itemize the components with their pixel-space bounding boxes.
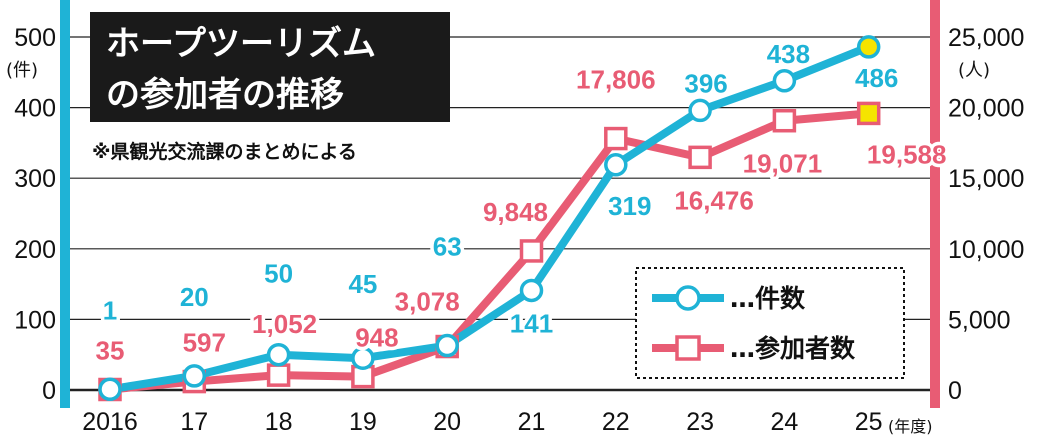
data-point-circle: [266, 342, 291, 367]
left-axis-ticks: 0 100 200 300 400 500: [14, 24, 56, 405]
left-tick-label: 500: [14, 24, 56, 52]
data-point-square: [519, 239, 544, 263]
data-point-circle: [351, 346, 375, 370]
legend-label: …参加者数: [730, 334, 856, 363]
data-point-circle: [604, 153, 628, 177]
left-tick-label: 100: [14, 306, 56, 334]
right-tick-label: 15,000: [948, 165, 1024, 193]
participant-data-label: 16,476: [674, 185, 754, 215]
series-layer: [98, 35, 881, 402]
participant-data-label: 19,071: [743, 149, 823, 179]
data-point-circle: [688, 98, 712, 123]
legend-circle-marker: [675, 285, 701, 311]
series-line: [109, 109, 870, 394]
data-point-square: [266, 363, 291, 387]
right-tick-label: 25,000: [948, 24, 1024, 52]
count-data-label: 1: [103, 295, 117, 325]
right-axis-ticks: 0 5,000 10,000 15,000 20,000 25,000: [948, 24, 1024, 405]
count-data-label: 20: [180, 282, 209, 312]
data-point-circle: [519, 278, 544, 303]
data-point-circle: [856, 35, 881, 59]
left-axis-bar: [60, 0, 70, 408]
data-point-circle: [182, 364, 207, 388]
legend: …件数 …参加者数: [635, 267, 905, 379]
x-tick-label: 17: [180, 408, 208, 436]
participant-data-label: 3,078: [395, 287, 460, 317]
participant-data-label: 17,806: [576, 65, 656, 95]
source-note: ※県観光交流課のまとめによる: [92, 140, 357, 163]
data-point-circle: [98, 377, 122, 402]
left-tick-label: 300: [14, 165, 56, 193]
data-point-square: [856, 101, 881, 126]
count-data-label: 50: [264, 259, 293, 289]
participant-data-label: 1,052: [252, 309, 317, 339]
x-tick-label: 23: [686, 408, 714, 436]
data-point-square: [688, 145, 712, 170]
count-data-label: 45: [348, 269, 377, 299]
count-data-label: 486: [855, 63, 898, 93]
left-tick-label: 200: [14, 236, 56, 264]
left-axis-unit: (件): [6, 60, 38, 81]
right-axis-bar: [930, 0, 940, 408]
x-tick-label: 25: [855, 408, 883, 436]
x-axis-unit: (年度): [888, 417, 933, 436]
x-tick-label: 20: [433, 408, 461, 436]
count-data-label: 396: [684, 68, 727, 98]
participant-data-label: 948: [355, 323, 398, 353]
right-tick-label: 0: [948, 377, 962, 405]
x-axis-ticks: 2016 17 18 19 20 21 22 23 24 25: [82, 408, 882, 436]
participant-data-label: 9,848: [483, 197, 548, 227]
count-data-label: 141: [510, 308, 553, 338]
count-data-label: 438: [767, 39, 810, 69]
x-tick-label: 21: [518, 408, 546, 436]
x-tick-label: 22: [602, 408, 630, 436]
data-point-circle: [772, 69, 797, 93]
participant-data-label: 19,588: [867, 139, 947, 169]
right-tick-label: 5,000: [948, 306, 1011, 334]
right-axis-unit: (人): [958, 60, 990, 81]
title-box: ホープツーリズム の参加者の推移: [90, 12, 450, 122]
x-tick-label: 2016: [82, 408, 138, 436]
participant-data-label: 35: [96, 336, 125, 366]
chart-title-line-2: の参加者の推移: [106, 75, 344, 115]
data-point-square: [772, 108, 797, 133]
x-tick-label: 18: [265, 408, 293, 436]
right-tick-label: 20,000: [948, 95, 1024, 123]
data-labels: 1 20 50 45 63 141 319 396 438 486 35 597 1,052 948 3,0…: [92, 35, 950, 369]
count-data-label: 63: [433, 232, 462, 262]
series-line: [109, 43, 871, 394]
left-tick-label: 400: [14, 95, 56, 123]
data-point-circle: [435, 333, 459, 358]
count-data-label: 319: [608, 191, 651, 221]
participant-data-label: 597: [183, 328, 226, 358]
x-tick-label: 19: [349, 408, 377, 436]
data-point-square: [604, 126, 628, 151]
right-tick-label: 10,000: [948, 236, 1024, 264]
legend-label: …件数: [730, 284, 806, 313]
left-tick-label: 0: [42, 377, 56, 405]
x-tick-label: 24: [770, 408, 798, 436]
chart-title-line-1: ホープツーリズム: [106, 24, 376, 64]
legend-square-marker: [675, 335, 701, 361]
